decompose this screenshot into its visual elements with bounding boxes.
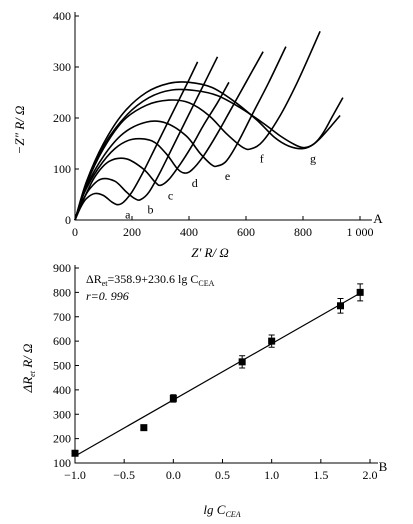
chart-a-x-tick-label: 1 000 — [347, 225, 374, 239]
chart-b-x-tick-label: −1.0 — [64, 468, 86, 482]
chart-a-y-tick-label: 400 — [53, 9, 71, 23]
chart-b-point — [337, 302, 344, 310]
chart-a-curve — [74, 88, 341, 221]
chart-a-curve-label-a: a — [125, 208, 131, 222]
chart-a-x-tick-label: 600 — [237, 225, 255, 239]
chart-a-curve-b — [74, 56, 219, 221]
chart-a-x-tick-label: 200 — [123, 225, 141, 239]
chart-b-x-tick-label: 1.5 — [313, 468, 328, 482]
chart-b-point — [356, 288, 364, 296]
chart-a-y-tick-label: 200 — [53, 111, 71, 125]
chart-a-curve-c — [74, 81, 230, 221]
chart-b-x-tick-label: 0.0 — [166, 468, 181, 482]
chart-b-x-tick-label: 0.5 — [215, 468, 230, 482]
chart-b-point — [268, 337, 276, 345]
chart-b-y-tick-label: 400 — [53, 383, 71, 397]
chart-a-y-tick-label: 0 — [65, 213, 71, 227]
chart-b-y-tick-label: 900 — [53, 261, 71, 275]
chart-a-curve-label-c: c — [168, 188, 173, 202]
chart-b-y-tick-label: 700 — [53, 310, 71, 324]
chart-b-x-tick-label: 1.0 — [264, 468, 279, 482]
chart-a-curve-label-f: f — [260, 152, 264, 166]
chart-a-curve-label-b: b — [148, 203, 154, 217]
chart-b-ticks: −1.0 −0.5 0.0 0.5 1.0 1.5 2.0 100 200 300 400 500 60… — [53, 261, 378, 482]
chart-b-point — [238, 358, 246, 366]
chart-a-curves — [74, 30, 344, 221]
chart-b-x-tick-label: 2.0 — [363, 468, 378, 482]
chart-b-point — [140, 424, 148, 432]
chart-a-curve-labels: a bc d e f g — [125, 152, 316, 222]
chart-b-points — [71, 283, 364, 457]
chart-a-axes — [74, 12, 372, 221]
chart-a-y-tick-label: 300 — [53, 60, 71, 74]
chart-b-y-tick-label: 300 — [53, 407, 71, 421]
chart-a-panel-label: A — [373, 211, 383, 226]
chart-a-curve-d — [74, 51, 264, 221]
chart-b-x-axis-label: lg CCEA​ — [203, 502, 240, 519]
chart-a-y-tick-label: 100 — [53, 162, 71, 176]
chart-a-curve-label-d: d — [192, 176, 198, 190]
chart-b-x-tick-label: −0.5 — [113, 468, 135, 482]
chart-b-y-tick-label: 100 — [53, 456, 71, 470]
chart-b-point — [71, 449, 79, 457]
chart-b-correlation: r=0. 996 — [86, 289, 129, 303]
chart-b-fit-line — [74, 292, 361, 457]
chart-a-curve-e — [74, 46, 287, 221]
chart-b-equation: ΔRet​=358.9+230.6 lg CCEA​ — [86, 272, 215, 288]
chart-b-panel-label: B — [379, 459, 388, 474]
chart-a-x-tick-label: 400 — [180, 225, 198, 239]
chart-a-curve-f — [74, 30, 321, 221]
chart-b-y-tick-label: 800 — [53, 285, 71, 299]
chart-b-y-tick-label: 600 — [53, 334, 71, 348]
chart-a-x-axis-label: Z′ R/ Ω — [191, 245, 229, 260]
chart-a-ticks: 0 200 400 600 800 1 000 0 100 200 300 400 — [53, 9, 374, 239]
chart-a-y-axis-label: −Z″ R/ Ω — [12, 106, 27, 155]
chart-a-x-tick-label: 0 — [72, 225, 78, 239]
chart-a-curve-a — [74, 61, 199, 221]
chart-a-curve-label-g: g — [310, 152, 316, 166]
chart-b-y-tick-label: 500 — [53, 359, 71, 373]
chart-b-y-tick-label: 200 — [53, 432, 71, 446]
chart-a-curve-g — [74, 81, 344, 221]
chart-b-point — [169, 394, 177, 402]
chart-a-x-tick-label: 800 — [294, 225, 312, 239]
chart-b: −1.0 −0.5 0.0 0.5 1.0 1.5 2.0 100 200 300 400 500 60… — [20, 261, 388, 519]
chart-b-y-axis-label: ΔRet​ R/ Ω — [20, 344, 37, 394]
chart-a-curve-label-e: e — [225, 169, 230, 183]
